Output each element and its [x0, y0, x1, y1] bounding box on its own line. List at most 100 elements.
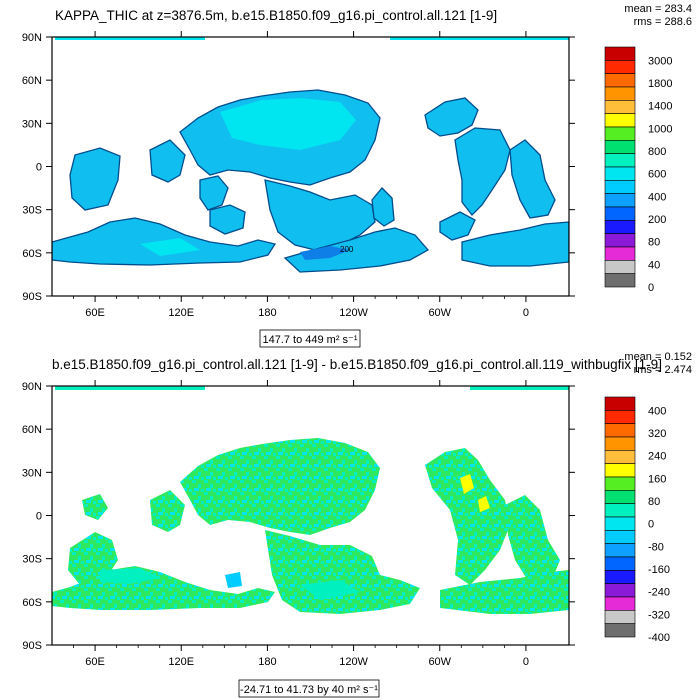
colorbar-label: 3000 — [648, 55, 672, 67]
ocean-region-atlantic-south — [439, 211, 476, 241]
ocean-region-east-pacific — [371, 187, 395, 227]
x-tick-label: 120W — [339, 307, 368, 319]
y-tick-label: 30N — [22, 467, 42, 479]
y-tick-label: 60N — [22, 424, 42, 436]
colorbar-swatch — [604, 233, 636, 248]
diff-region-north-pacific — [180, 438, 380, 535]
panel-1-mean: mean = 283.4 — [624, 3, 692, 15]
y-tick-label: 30S — [22, 554, 42, 566]
colorbar-label: 80 — [648, 237, 660, 249]
colorbar-swatch — [604, 260, 636, 274]
y-tick-label: 0 — [36, 162, 42, 174]
x-tick-label: 120E — [168, 656, 194, 668]
colorbar-label: 240 — [648, 451, 666, 463]
diff-teal-patch-2 — [300, 580, 360, 600]
ocean-region-east-asia — [149, 139, 186, 183]
ocean-region-south-pacific — [283, 227, 430, 273]
colorbar-label: 600 — [648, 169, 666, 181]
panel-2-x-axis: 60E 120E 180 120W 60W 0 — [73, 380, 529, 668]
colorbar-swatch — [604, 436, 636, 451]
panel-2: b.e15.B1850.f09_g16.pi_control.all.121 [… — [22, 351, 692, 698]
colorbar-swatch — [604, 410, 636, 424]
diff-region-south-atlantic — [440, 570, 569, 614]
panel-1-y-axis: 90N 60N 30N 0 30S 60S 90S — [22, 32, 575, 303]
colorbar-swatch — [604, 623, 636, 638]
panel-2-info-box — [238, 679, 380, 698]
colorbar-label: 40 — [648, 259, 660, 271]
colorbar-swatch — [604, 180, 636, 194]
panel-1-info-box — [259, 329, 361, 348]
panel-2-title: b.e15.B1850.f09_g16.pi_control.all.121 [… — [52, 357, 662, 372]
y-tick-label: 90S — [22, 640, 42, 652]
x-tick-label: 0 — [523, 307, 529, 319]
colorbar-swatch — [604, 46, 636, 61]
colorbar-swatch — [604, 396, 636, 411]
diff-arctic-strip-east — [470, 386, 569, 390]
colorbar-swatch — [604, 206, 636, 221]
ocean-region-atlantic-far-east — [509, 139, 556, 219]
panel-2-colorbar: 400 320 240 160 80 0 -80 -160 -240 -320 -400 — [604, 396, 670, 644]
colorbar-swatch — [604, 583, 636, 598]
colorbar-swatch — [604, 140, 636, 154]
colorbar-swatch — [604, 220, 636, 234]
diff-region-atlantic-east — [505, 495, 560, 584]
diff-negative-patch — [225, 572, 242, 588]
y-tick-label: 90S — [22, 291, 42, 303]
panel-2-mean: mean = 0.152 — [624, 351, 692, 363]
colorbar-label: 160 — [648, 473, 666, 485]
colorbar-label: -400 — [648, 632, 670, 644]
y-tick-label: 60S — [22, 597, 42, 609]
y-tick-label: 90N — [22, 381, 42, 393]
pacific-core-highlight — [220, 98, 356, 150]
colorbar-swatch — [604, 126, 636, 141]
x-tick-label: 60E — [85, 307, 105, 319]
panel-1-x-axis: 60E 120E 180 120W 60W 0 — [73, 31, 529, 319]
colorbar-label: 80 — [648, 496, 660, 508]
ocean-region-mid-indian — [209, 204, 246, 235]
x-tick-label: 120E — [168, 307, 194, 319]
colorbar-label: 400 — [648, 191, 666, 203]
ocean-region-pacific-rim — [199, 175, 229, 211]
diff-region-africa-west — [82, 494, 108, 520]
colorbar-label: -320 — [648, 609, 670, 621]
ocean-region-indian-west — [69, 147, 121, 211]
colorbar-swatch — [604, 166, 636, 181]
ocean-region-south-pacific-west — [264, 179, 376, 251]
colorbar-swatch — [604, 86, 636, 101]
colorbar-label: 1800 — [648, 78, 672, 90]
colorbar-swatch — [604, 60, 636, 74]
colorbar-swatch — [604, 423, 636, 438]
y-tick-label: 60N — [22, 75, 42, 87]
colorbar-swatch — [604, 273, 636, 288]
x-tick-label: 120W — [339, 656, 368, 668]
diff-arctic-strip-west — [55, 386, 205, 390]
arctic-strip-east — [390, 37, 569, 40]
colorbar-swatch — [604, 596, 636, 611]
diff-region-atlantic — [425, 448, 510, 585]
panel-2-info: -24.71 to 41.73 by 40 m² s⁻¹ — [240, 684, 378, 696]
ocean-region-south-atlantic — [461, 221, 569, 267]
colorbar-swatch — [604, 503, 636, 518]
diff-teal-patch-1 — [100, 568, 160, 584]
colorbar-swatch — [604, 530, 636, 544]
colorbar-swatch — [604, 450, 636, 464]
southern-ocean-highlight — [140, 238, 200, 256]
colorbar-swatch — [604, 113, 636, 128]
colorbar-label: -160 — [648, 564, 670, 576]
colorbar-label: 800 — [648, 146, 666, 158]
low-value-patch — [300, 246, 350, 260]
colorbar-swatch — [604, 556, 636, 571]
colorbar-swatch — [604, 463, 636, 478]
arctic-strip-west — [55, 37, 205, 40]
colorbar-label: 0 — [648, 282, 654, 294]
y-tick-label: 30S — [22, 205, 42, 217]
colorbar-swatch — [604, 246, 636, 261]
y-tick-label: 30N — [22, 118, 42, 130]
panel-1: KAPPA_THIC at z=3876.5m, b.e15.B1850.f09… — [22, 3, 692, 348]
colorbar-label: 1000 — [648, 123, 672, 135]
colorbar-label: -80 — [648, 541, 664, 553]
panel-1-map: 200 — [52, 37, 569, 296]
colorbar-swatch — [604, 100, 636, 114]
y-tick-label: 0 — [36, 511, 42, 523]
